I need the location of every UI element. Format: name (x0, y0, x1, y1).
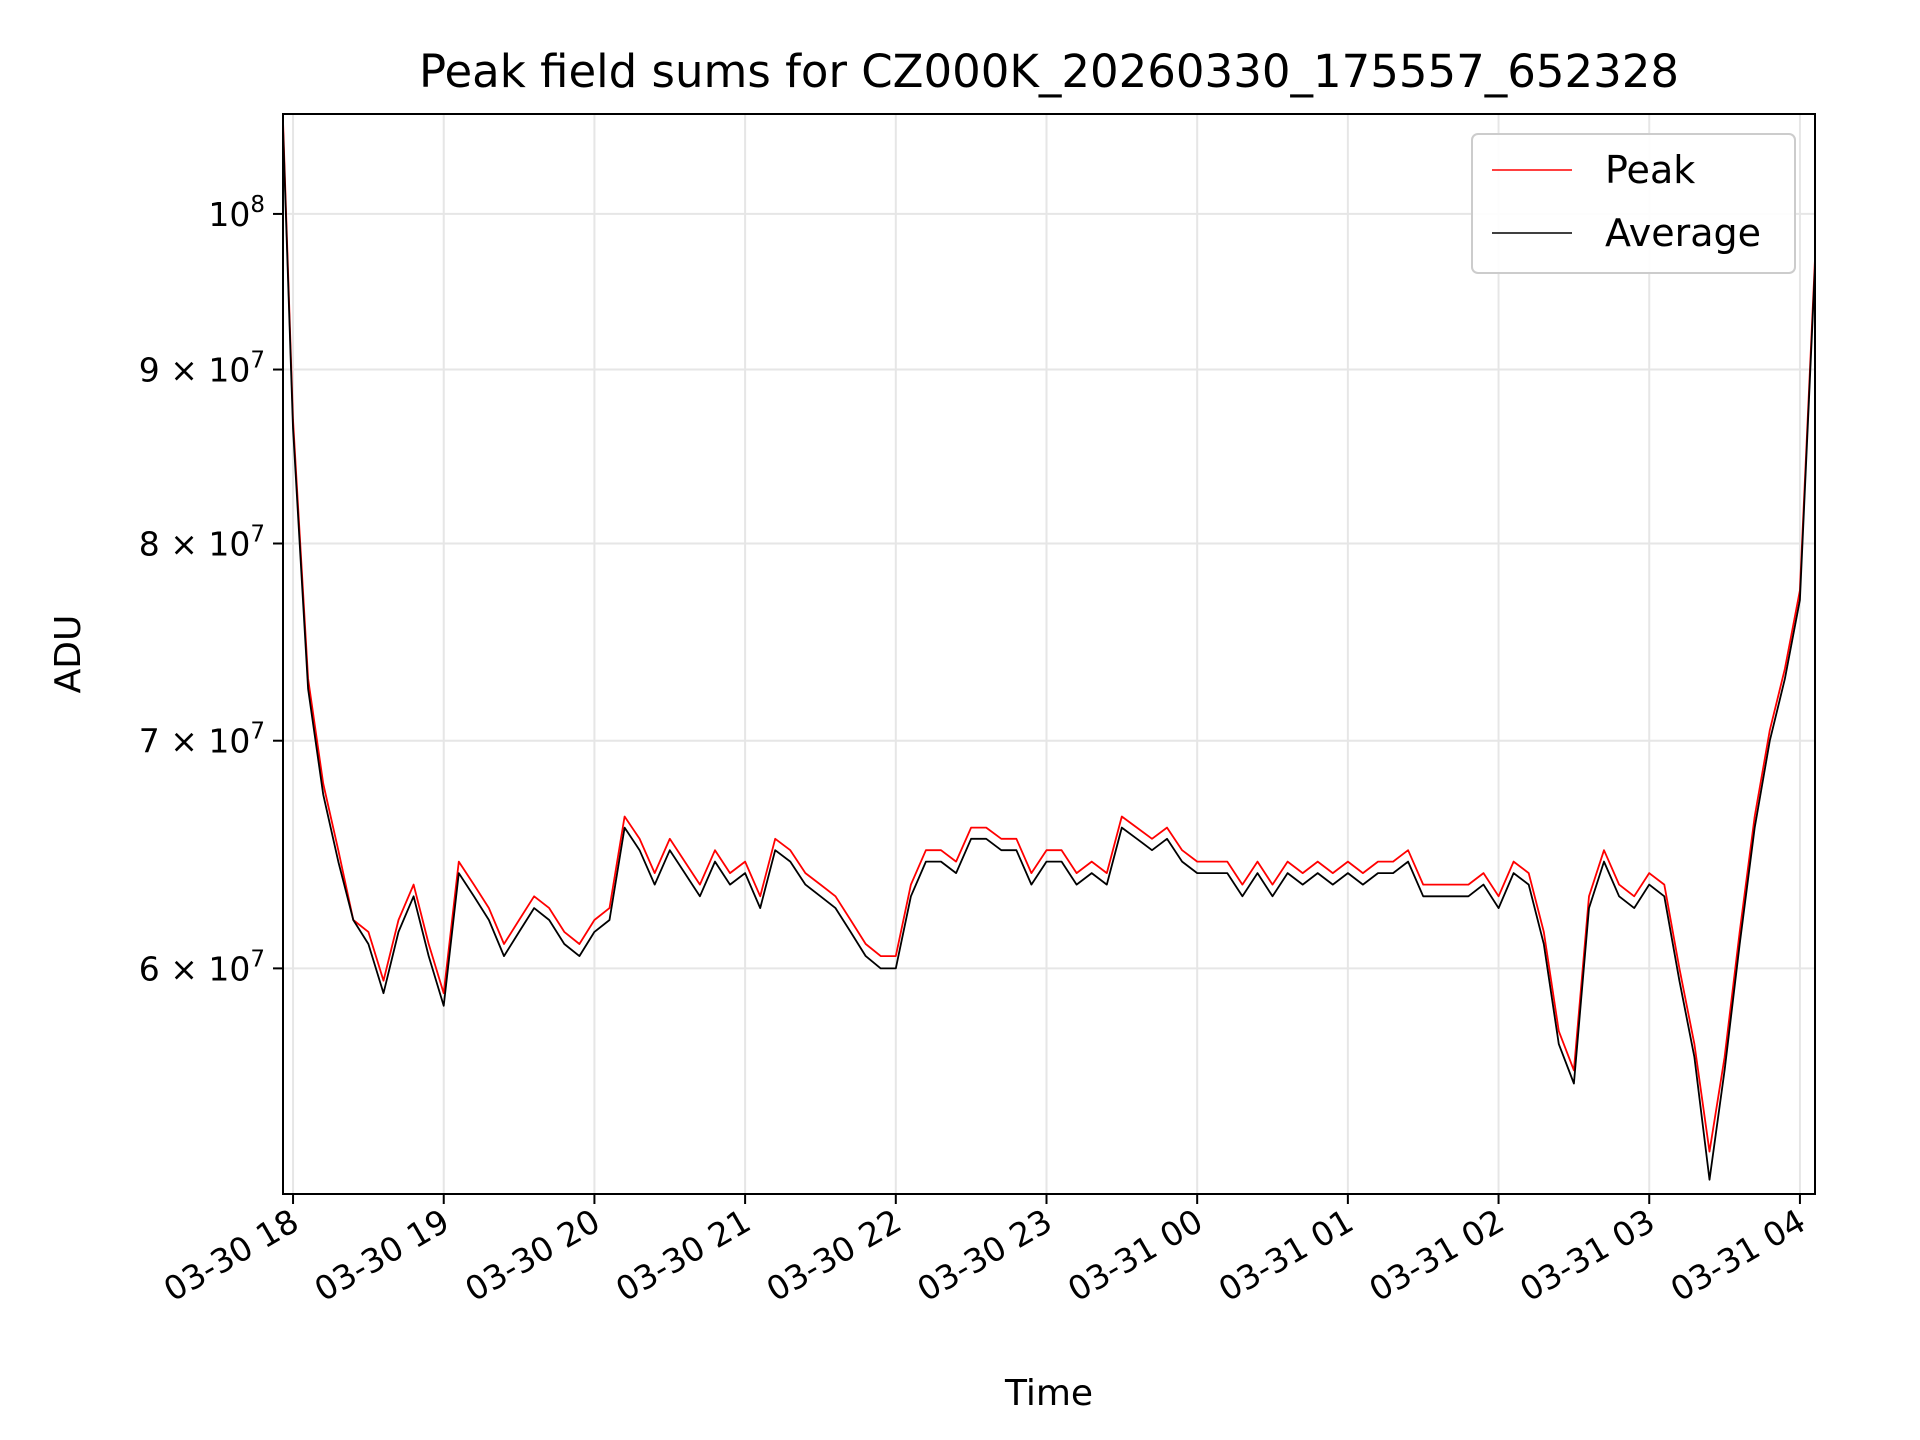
y-tick-label: 108 (208, 192, 265, 234)
y-axis-ticks: 108 9 × 107 8 × 107 7 × 107 6 × 107 (139, 192, 283, 988)
y-tick-label: 6 × 107 (139, 946, 265, 988)
y-axis-title: ADU (48, 615, 89, 694)
y-tick-label: 9 × 107 (139, 348, 265, 390)
series-line-average (283, 127, 1815, 1181)
series-lines (283, 120, 1815, 1181)
legend-box (1471, 133, 1796, 274)
legend-label-average: Average (1605, 211, 1761, 255)
series-line-peak (283, 120, 1815, 1153)
y-tick-label: 8 × 107 (139, 521, 265, 563)
legend-label-peak: Peak (1605, 148, 1695, 192)
grid (283, 114, 1815, 1194)
chart-title: Peak field sums for CZ000K_20260330_1755… (419, 45, 1679, 98)
plot-frame (282, 113, 1816, 1195)
legend: Peak Average (1471, 133, 1796, 274)
x-axis-title: Time (1004, 1373, 1093, 1414)
y-tick-label: 7 × 107 (139, 719, 265, 761)
